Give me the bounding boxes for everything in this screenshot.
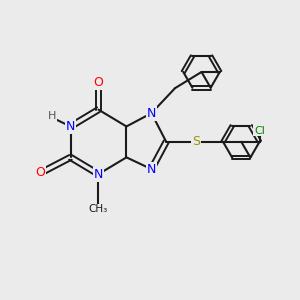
Text: H: H: [48, 111, 56, 121]
Text: CH₃: CH₃: [89, 205, 108, 214]
Text: N: N: [66, 120, 75, 133]
Text: Cl: Cl: [254, 126, 265, 136]
Text: S: S: [192, 135, 200, 148]
Text: N: N: [94, 168, 103, 181]
Text: O: O: [94, 76, 103, 89]
Text: N: N: [147, 107, 156, 120]
Text: N: N: [147, 163, 156, 176]
Text: O: O: [35, 167, 45, 179]
